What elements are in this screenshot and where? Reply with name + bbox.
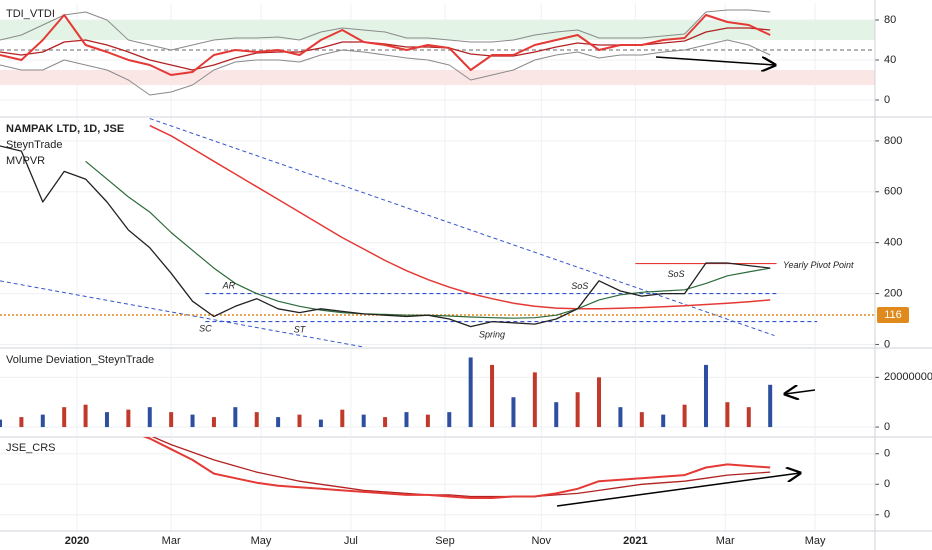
bar [104,412,109,428]
x-tick-label: 2021 [623,535,647,547]
series-line [149,124,771,310]
annotation: SoS [668,269,685,279]
arrow [785,390,816,394]
y-tick-label: 0 [884,94,890,106]
bar [211,417,216,428]
annotation: Yearly Pivot Point [783,260,854,270]
annotation: SC [199,324,212,334]
panel-subtitle: SteynTrade [6,139,62,151]
zone [0,20,875,40]
panel [0,437,875,530]
bar [383,417,388,428]
annotation: SoS [571,281,588,291]
arrow [655,56,775,65]
y-tick-label: 0 [884,509,890,521]
bar [62,407,67,428]
bar [725,402,730,428]
bar [404,412,409,428]
y-tick-label: 600 [884,186,902,198]
bar [768,384,773,428]
price-tag-box [877,306,909,323]
panel [0,118,875,347]
x-tick-label: Nov [531,535,551,547]
series-line [0,14,771,76]
bar [361,414,366,428]
x-tick-label: Mar [716,535,735,547]
bar [532,372,537,428]
bar [639,412,644,428]
y-tick-label: 80 [884,14,896,26]
bar [233,407,238,428]
bar [597,377,602,428]
x-tick-label: May [251,535,272,547]
series-line [142,437,771,499]
bar [147,407,152,428]
series-line [0,9,771,51]
panel-title: JSE_CRS [6,442,56,454]
bar [169,412,174,428]
zone [0,70,875,85]
trend-line [149,118,775,337]
y-tick-label: 400 [884,237,902,249]
bar [318,419,323,428]
y-tick-label: 800 [884,135,902,147]
y-tick-label: 0 [884,338,890,350]
bar [83,404,88,428]
panel [0,349,875,436]
bar [468,357,473,428]
bar [19,417,24,428]
panel-title: TDI_VTDI [6,8,55,20]
panel-subtitle: MVPVR [6,155,45,167]
bar [511,397,516,428]
bar [297,414,302,428]
y-tick-label: 0 [884,421,890,433]
trend-line [0,280,364,347]
x-tick-label: 2020 [65,535,89,547]
bar [425,414,430,428]
panel [0,3,875,116]
panel-title: Volume Deviation_SteynTrade [6,354,154,366]
series-line [0,145,771,328]
bar [190,414,195,428]
x-tick-label: May [805,535,826,547]
bar [618,407,623,428]
bar [126,409,131,428]
bar [703,364,708,428]
bar [554,402,559,428]
annotation: ST [294,325,307,335]
bar [661,414,666,428]
bar [575,392,580,428]
bar [276,417,281,428]
series-line [0,39,771,96]
annotation: AR [222,280,236,290]
y-tick-label: 20000000 [884,371,932,383]
bar [682,404,687,428]
price-tag: 116 [884,309,902,321]
series-line [151,437,771,498]
y-tick-label: 0 [884,448,890,460]
y-tick-label: 200 [884,287,902,299]
x-tick-label: Jul [344,535,358,547]
x-tick-label: Mar [162,535,181,547]
bar [254,412,259,428]
bar [490,364,495,428]
bar [0,419,2,428]
y-tick-label: 0 [884,478,890,490]
bar [447,412,452,428]
bar [746,407,751,428]
arrow [556,473,800,507]
x-tick-label: Sep [435,535,455,547]
panel-title: NAMPAK LTD, 1D, JSE [6,123,124,135]
bar [340,409,345,428]
y-tick-label: 40 [884,54,896,66]
bar [40,414,45,428]
annotation: Spring [479,330,505,340]
